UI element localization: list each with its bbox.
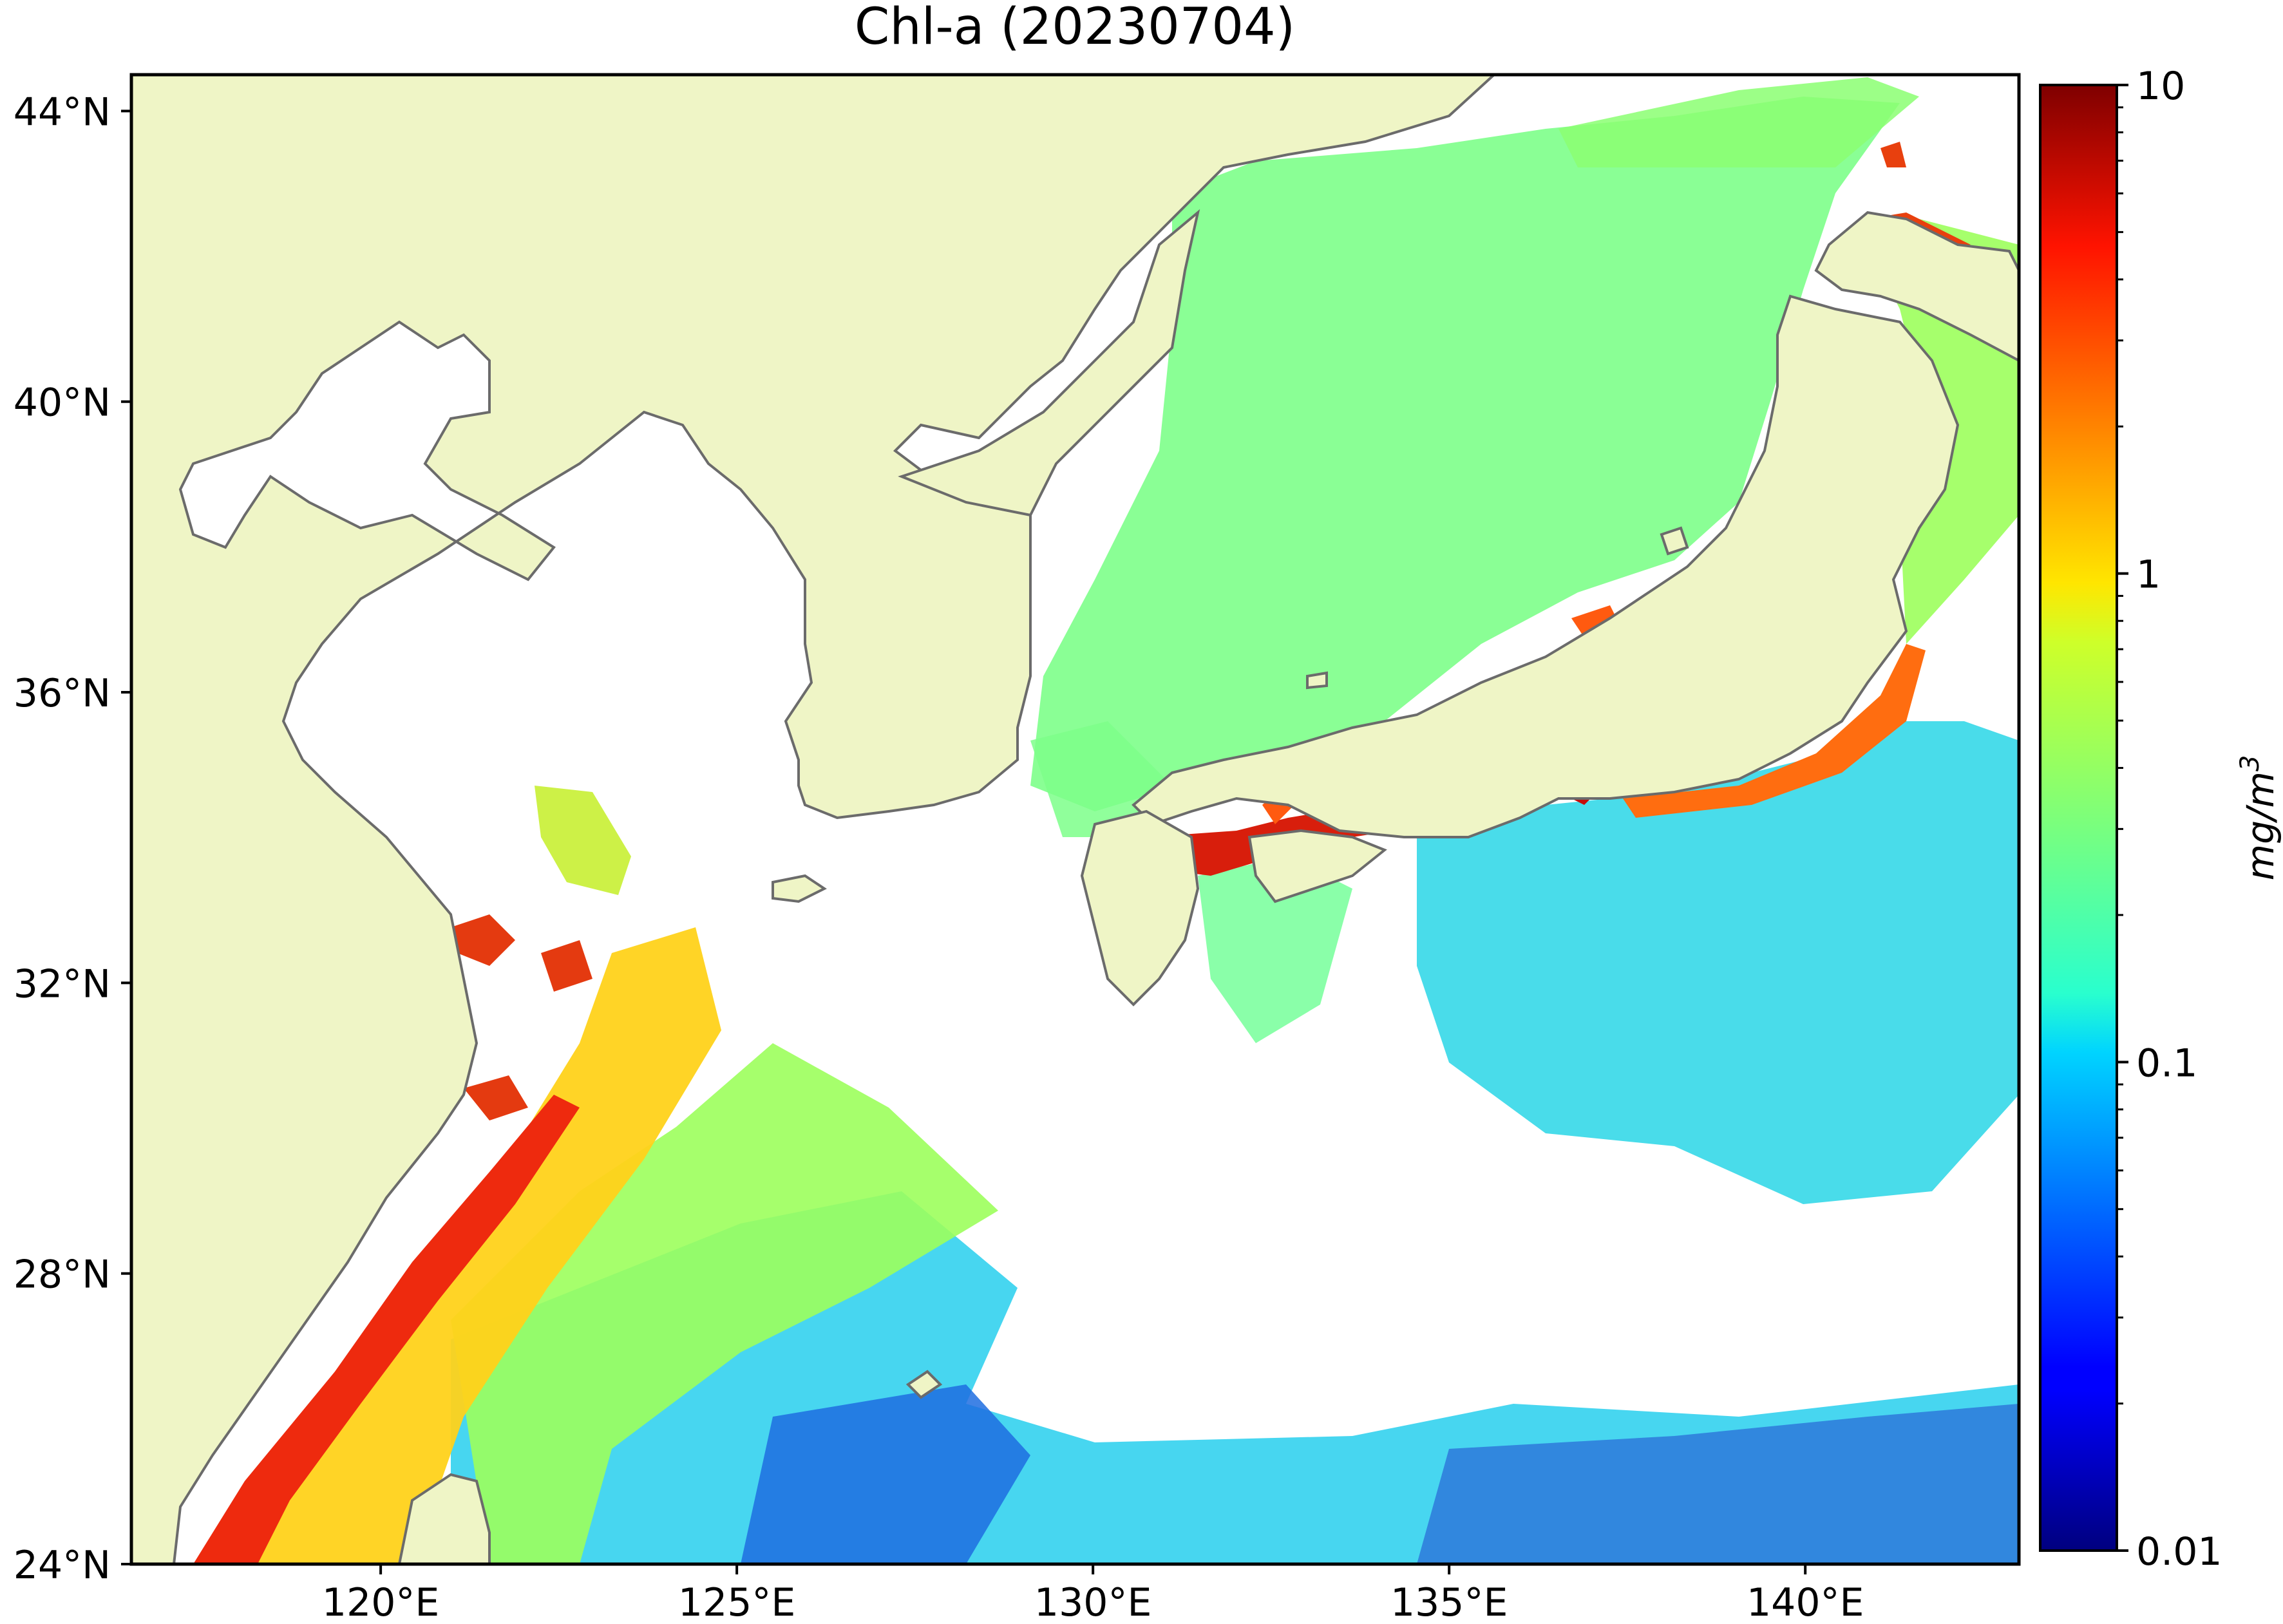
land-okinawa	[905, 1370, 943, 1399]
land-jeju-island	[772, 874, 827, 903]
land-honshu	[1132, 294, 1960, 838]
land-taiwan	[397, 1473, 491, 1564]
y-tick-label: 28°N	[14, 1252, 111, 1298]
land-oki	[1306, 671, 1328, 690]
colorbar-tick-label: 10	[2136, 64, 2185, 109]
chl-region-south-patch	[1417, 1404, 2019, 1564]
land-mainland-asia	[131, 75, 1496, 1564]
land-layer	[131, 75, 2019, 1564]
map-plot-area	[131, 75, 2019, 1564]
chl-region-yellow-sea-patch	[535, 786, 631, 895]
y-tick-label: 32°N	[14, 961, 111, 1006]
x-axis: 120°E 125°E 130°E 135°E 140°E	[322, 1564, 1864, 1624]
land-kyushu	[1080, 809, 1200, 1006]
x-tick-label: 130°E	[1034, 1580, 1151, 1624]
chl-region-sea-of-japan-north-nw	[1558, 77, 1919, 167]
land-korea-peninsula-interior	[898, 209, 1200, 517]
x-tick-label: 120°E	[322, 1580, 439, 1624]
colorbar-tick-label: 0.01	[2136, 1529, 2222, 1574]
land-sado	[1660, 526, 1689, 556]
map-frame	[129, 73, 2021, 1566]
y-tick-label: 36°N	[14, 671, 111, 716]
y-tick-label: 40°N	[14, 381, 111, 426]
x-tick-label: 140°E	[1747, 1580, 1864, 1624]
chl-region-china-coast-red	[193, 1095, 580, 1564]
colorbar-tick-label: 0.1	[2136, 1041, 2197, 1086]
colorbar-tick-label: 1	[2136, 552, 2161, 598]
y-tick-label: 24°N	[14, 1543, 111, 1588]
y-axis: 24°N 28°N 32°N 36°N 40°N 44°N	[14, 90, 131, 1588]
chl-region-pacific-south-japan	[1417, 721, 2019, 1204]
land-hokkaido	[1814, 211, 2019, 363]
figure-title: Chl-a (20230704)	[855, 0, 1295, 56]
chl-region-china-shelf-green	[451, 1043, 998, 1564]
chl-region-ryukyu-deep-blue	[741, 1384, 1030, 1564]
colorbar-gradient	[2039, 84, 2118, 1552]
chl-region-sea-of-japan	[1030, 97, 1900, 811]
chl-region-yangtze-plume	[451, 914, 592, 1120]
colorbar-label-superscript: 3	[2235, 755, 2265, 771]
y-tick-label: 44°N	[14, 90, 111, 135]
chl-region-pacific-coast-honshu	[1623, 644, 1926, 818]
colorbar-ticks: 10 1 0.1 0.01	[2117, 64, 2222, 1574]
chl-region-shikoku-south	[1198, 856, 1352, 1043]
colorbar-label: mg/m3	[2235, 755, 2282, 881]
land-shikoku	[1247, 829, 1387, 903]
x-tick-label: 125°E	[678, 1580, 795, 1624]
x-tick-label: 135°E	[1390, 1580, 1508, 1624]
colorbar: 10 1 0.1 0.01 mg/m3	[2039, 64, 2282, 1574]
